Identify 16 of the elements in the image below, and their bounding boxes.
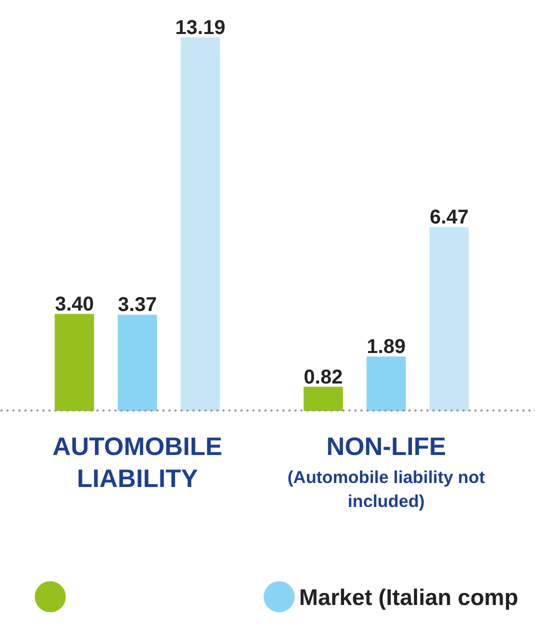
data-label: 0.82 [304,366,343,388]
data-label: 6.47 [430,206,469,229]
text: (Automobile liability not included) [288,466,486,511]
data-label: 3.37 [118,294,157,316]
bar [54,314,94,411]
bar [118,314,158,411]
data-label: 3.40 [54,293,94,316]
x-tick-label: NON-LIFE [326,432,446,461]
bar [429,227,469,411]
bar [304,386,343,411]
data-label: 1.89 [366,336,406,358]
bar [366,356,406,411]
x-tick-label: AUTOMOBILE LIABILITY [52,432,222,493]
data-label: 13.19 [175,16,226,39]
legend-label: Market (Italian comp [299,584,518,610]
bar [180,37,220,411]
